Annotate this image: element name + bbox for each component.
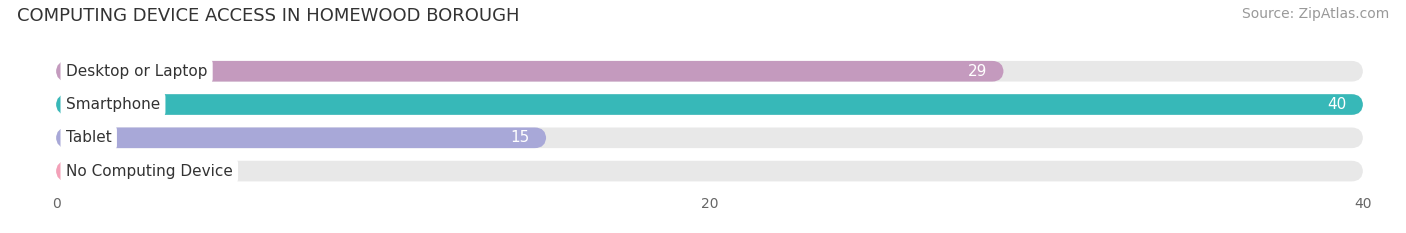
Text: Source: ZipAtlas.com: Source: ZipAtlas.com	[1241, 7, 1389, 21]
FancyBboxPatch shape	[56, 94, 1362, 115]
Text: Desktop or Laptop: Desktop or Laptop	[66, 64, 207, 79]
FancyBboxPatch shape	[56, 94, 1362, 115]
Text: 40: 40	[1327, 97, 1347, 112]
Text: COMPUTING DEVICE ACCESS IN HOMEWOOD BOROUGH: COMPUTING DEVICE ACCESS IN HOMEWOOD BORO…	[17, 7, 519, 25]
Text: 15: 15	[510, 130, 530, 145]
Text: Tablet: Tablet	[66, 130, 111, 145]
FancyBboxPatch shape	[56, 61, 1004, 82]
FancyBboxPatch shape	[56, 61, 1362, 82]
FancyBboxPatch shape	[56, 127, 546, 148]
FancyBboxPatch shape	[56, 161, 1362, 182]
Text: Smartphone: Smartphone	[66, 97, 160, 112]
FancyBboxPatch shape	[56, 127, 1362, 148]
FancyBboxPatch shape	[56, 161, 187, 182]
Text: No Computing Device: No Computing Device	[66, 164, 233, 178]
Text: 4: 4	[209, 164, 219, 178]
Text: 29: 29	[967, 64, 987, 79]
